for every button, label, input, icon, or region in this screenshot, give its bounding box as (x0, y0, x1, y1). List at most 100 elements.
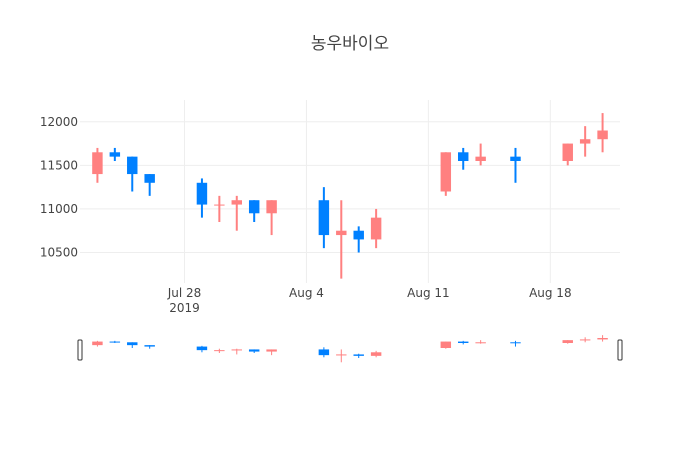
slider-candle-increasing (370, 350, 382, 358)
candle-body (144, 174, 155, 183)
candle-decreasing (248, 200, 260, 222)
candle-body (510, 156, 521, 161)
candle-increasing (231, 195, 242, 231)
grid (80, 100, 620, 283)
x-tick-label: Aug 18 (529, 286, 572, 300)
slider-candle-increasing (562, 340, 573, 344)
x-tick-sublabel: 2019 (169, 301, 200, 315)
candle-decreasing (196, 178, 208, 218)
slider-candle-body (266, 349, 277, 352)
chart-title: 농우바이오 (311, 34, 389, 54)
candle-increasing (266, 200, 277, 236)
slider-candle-increasing (92, 340, 103, 347)
candle-increasing (562, 143, 573, 166)
slider-candle-body (353, 354, 364, 356)
candle-body (458, 152, 469, 161)
slider-candle-decreasing (353, 353, 364, 358)
x-tick-label: Jul 28 (167, 286, 202, 300)
slider-candle-increasing (579, 337, 591, 343)
slider-candle-increasing (266, 349, 277, 356)
candle-decreasing (127, 156, 138, 192)
candle-body (109, 152, 121, 157)
slider-candle-body (196, 346, 208, 351)
x-tick-label: Aug 4 (289, 286, 324, 300)
candle-increasing (440, 152, 452, 196)
candle-body (248, 200, 260, 214)
candle-body (266, 200, 277, 214)
slider-candle-increasing (336, 349, 347, 363)
slider-candle-body (579, 339, 591, 341)
slider-candle-decreasing (318, 347, 330, 358)
range-slider-candles (92, 335, 608, 363)
candle-increasing (579, 126, 591, 157)
slider-candle-decreasing (144, 345, 155, 349)
candle-body (353, 230, 364, 240)
candle-body (370, 217, 382, 240)
slider-candle-body (109, 341, 121, 343)
slider-candle-body (231, 349, 242, 351)
candle-body (475, 156, 486, 161)
candle-body (318, 200, 330, 236)
candle-decreasing (109, 147, 121, 161)
slider-candle-decreasing (196, 345, 208, 353)
y-tick-label: 11000 (40, 202, 78, 216)
slider-candle-increasing (597, 335, 608, 342)
candle-body (440, 152, 452, 192)
candle-decreasing (318, 187, 330, 249)
slider-candle-increasing (440, 341, 452, 349)
candle-body (231, 200, 242, 205)
candle-body (214, 204, 225, 206)
slider-candle-body (510, 342, 521, 344)
slider-candle-body (144, 345, 155, 347)
x-tick-label: Aug 11 (407, 286, 450, 300)
candle-increasing (92, 147, 103, 183)
slider-candle-body (475, 342, 486, 344)
slider-candle-body (248, 349, 260, 352)
slider-candle-decreasing (510, 340, 521, 347)
slider-candle-body (214, 350, 225, 352)
slider-candle-body (127, 342, 138, 346)
candle-decreasing (144, 174, 155, 196)
candle-body (597, 130, 608, 140)
candle-increasing (475, 143, 486, 166)
slider-candle-body (562, 340, 573, 343)
range-slider-left-handle[interactable] (77, 339, 83, 361)
slider-candle-decreasing (109, 340, 121, 343)
candle-increasing (214, 195, 225, 222)
y-axis: 10500 11000 11500 12000 (40, 115, 78, 260)
slider-candle-increasing (214, 348, 225, 353)
candle-body (196, 182, 208, 205)
range-slider-background (80, 333, 620, 363)
range-slider[interactable] (77, 333, 623, 363)
slider-candle-increasing (475, 340, 486, 344)
slider-candle-body (440, 341, 452, 348)
candle-body (127, 156, 138, 175)
slider-candle-body (318, 349, 330, 356)
y-tick-label: 12000 (40, 115, 78, 129)
candle-increasing (597, 113, 608, 153)
candle-increasing (370, 208, 382, 249)
slider-candle-decreasing (248, 349, 260, 353)
slider-candle-increasing (231, 348, 242, 355)
y-tick-label: 11500 (40, 158, 78, 172)
slider-candle-decreasing (127, 342, 138, 348)
slider-candle-body (370, 352, 382, 356)
candle-body (92, 152, 103, 175)
candle-increasing (336, 200, 347, 279)
candles (92, 113, 608, 279)
y-tick-label: 10500 (40, 246, 78, 260)
slider-candle-body (597, 338, 608, 340)
slider-candle-decreasing (458, 340, 469, 345)
range-slider-right-handle[interactable] (617, 339, 623, 361)
candle-decreasing (458, 147, 469, 170)
slider-candle-body (458, 341, 469, 343)
candle-body (562, 143, 573, 161)
slider-candle-body (92, 341, 103, 346)
candle-decreasing (353, 226, 364, 253)
slider-candle-body (336, 354, 347, 356)
candle-decreasing (510, 147, 521, 183)
candle-body (336, 230, 347, 236)
